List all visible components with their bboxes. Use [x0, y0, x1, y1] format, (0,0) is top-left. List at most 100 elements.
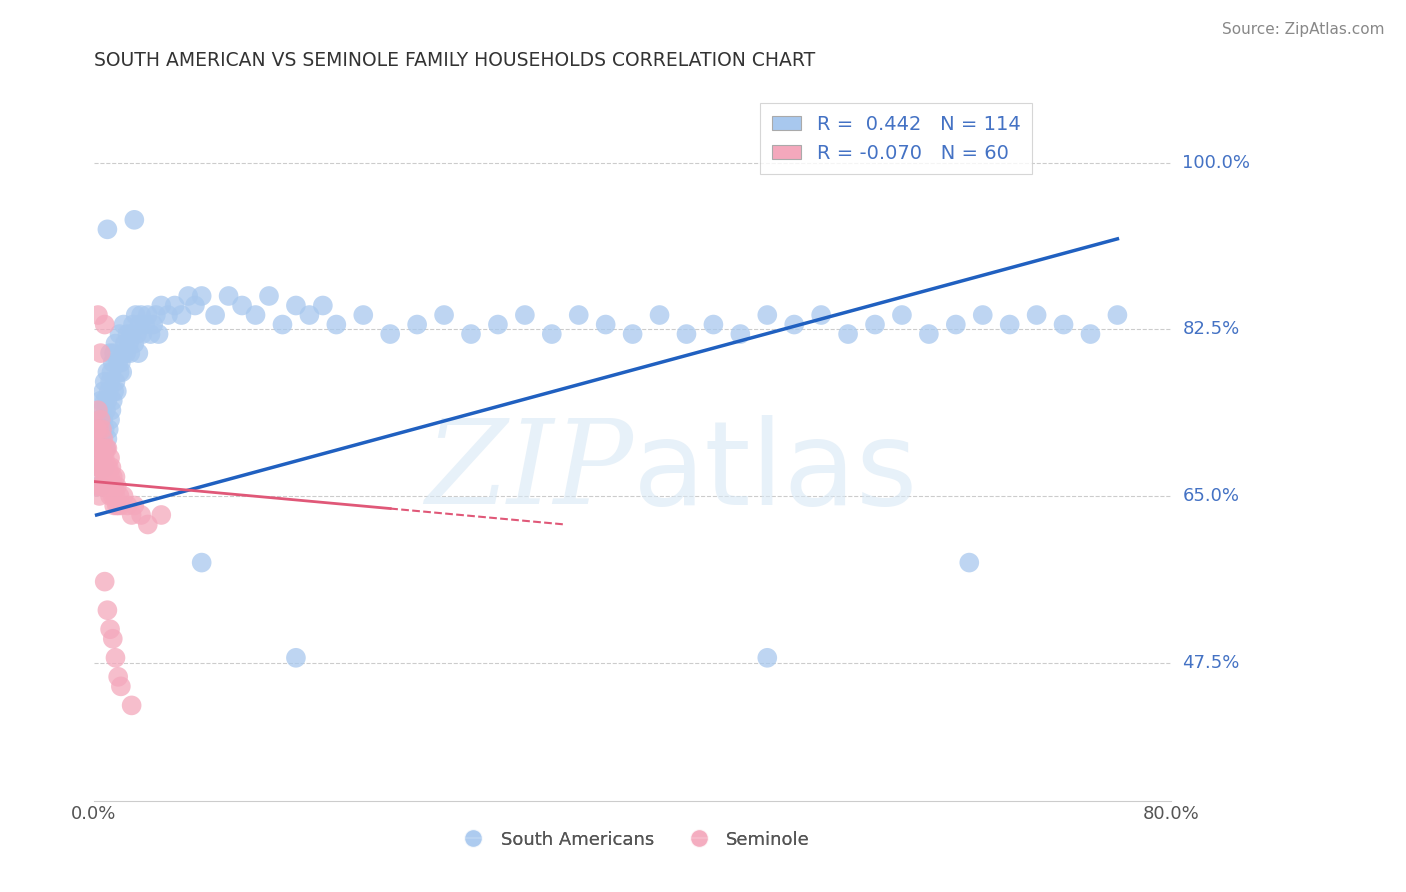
Point [115, 346, 138, 360]
Point [312, 298, 335, 312]
Point [93, 574, 115, 589]
Point [101, 489, 124, 503]
Point [100, 403, 122, 417]
Point [122, 318, 145, 332]
Point [103, 499, 125, 513]
Point [890, 308, 912, 322]
Point [675, 327, 697, 342]
Point [139, 327, 162, 342]
Point [98, 470, 121, 484]
Point [87, 422, 110, 436]
Point [98, 375, 121, 389]
Point [513, 308, 536, 322]
Point [127, 346, 149, 360]
Point [104, 489, 127, 503]
Point [93, 470, 115, 484]
Point [90, 479, 112, 493]
Point [93, 422, 115, 436]
Point [98, 489, 121, 503]
Point [90, 442, 112, 456]
Point [91, 442, 114, 456]
Point [136, 308, 159, 322]
Point [148, 327, 170, 342]
Point [93, 393, 115, 408]
Point [96, 365, 118, 379]
Point [93, 442, 115, 456]
Point [756, 650, 779, 665]
Point [998, 318, 1021, 332]
Point [204, 308, 226, 322]
Point [90, 479, 112, 493]
Point [124, 212, 146, 227]
Point [124, 308, 146, 322]
Point [93, 318, 115, 332]
Point [94, 403, 117, 417]
Point [86, 422, 108, 436]
Point [94, 460, 117, 475]
Point [93, 479, 115, 493]
Point [104, 650, 127, 665]
Point [124, 336, 146, 351]
Point [1107, 308, 1129, 322]
Point [118, 336, 141, 351]
Point [134, 318, 156, 332]
Point [101, 393, 124, 408]
Point [352, 308, 374, 322]
Point [96, 393, 118, 408]
Point [103, 384, 125, 399]
Point [380, 327, 402, 342]
Point [104, 336, 127, 351]
Point [1080, 327, 1102, 342]
Point [107, 670, 129, 684]
Point [1025, 308, 1047, 322]
Point [98, 413, 121, 427]
Point [163, 298, 186, 312]
Point [129, 508, 152, 522]
Point [284, 650, 307, 665]
Point [117, 327, 139, 342]
Point [218, 289, 240, 303]
Point [756, 308, 779, 322]
Point [120, 346, 142, 360]
Text: 82.5%: 82.5% [1182, 320, 1240, 338]
Point [89, 489, 111, 503]
Point [90, 346, 112, 360]
Point [101, 470, 124, 484]
Point [98, 450, 121, 465]
Point [190, 289, 212, 303]
Point [112, 489, 135, 503]
Point [142, 318, 165, 332]
Point [136, 517, 159, 532]
Point [257, 289, 280, 303]
Point [702, 318, 724, 332]
Point [91, 460, 114, 475]
Point [98, 346, 121, 360]
Point [648, 308, 671, 322]
Point [94, 442, 117, 456]
Point [129, 308, 152, 322]
Point [91, 450, 114, 465]
Point [957, 556, 980, 570]
Point [190, 556, 212, 570]
Point [97, 422, 120, 436]
Point [103, 346, 125, 360]
Point [121, 327, 143, 342]
Point [89, 460, 111, 475]
Point [101, 356, 124, 370]
Point [184, 298, 207, 312]
Point [96, 479, 118, 493]
Point [90, 393, 112, 408]
Point [96, 222, 118, 236]
Point [621, 327, 644, 342]
Point [87, 479, 110, 493]
Point [540, 327, 562, 342]
Point [96, 442, 118, 456]
Point [145, 308, 167, 322]
Point [837, 327, 859, 342]
Point [150, 298, 173, 312]
Point [108, 327, 131, 342]
Legend: South Americans, Seminole: South Americans, Seminole [449, 823, 817, 855]
Point [107, 356, 129, 370]
Point [111, 365, 134, 379]
Point [112, 346, 135, 360]
